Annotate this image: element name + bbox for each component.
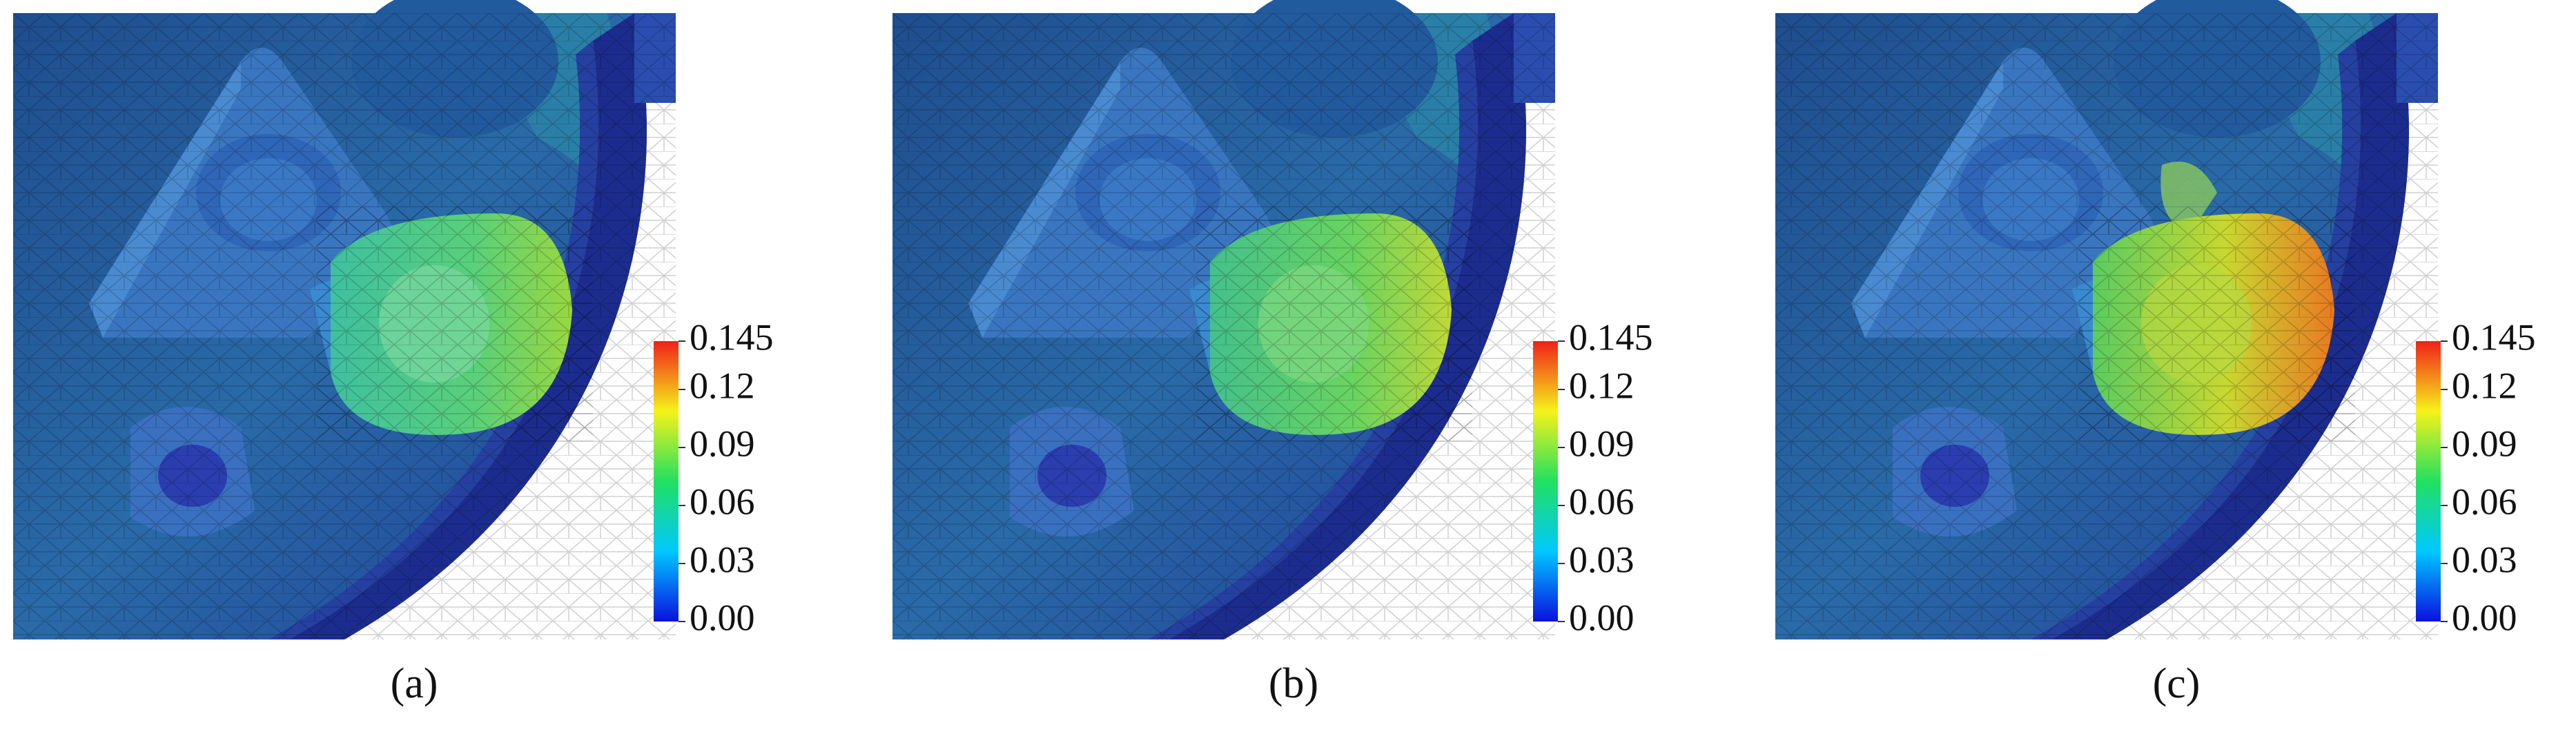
colorbar-tick-label: 0.03 xyxy=(2452,539,2517,580)
render-c xyxy=(1775,0,2438,639)
colorbar xyxy=(1533,341,1558,622)
colorbar-tick-label: 0.145 xyxy=(2452,316,2536,358)
colorbar-tick-label: 0.09 xyxy=(2452,423,2517,464)
colorbar-tick-label: 0.12 xyxy=(1569,365,1635,406)
colorbar-tick-label: 0.03 xyxy=(1569,539,1635,580)
render-b xyxy=(892,0,1555,639)
panel-caption: (b) xyxy=(1269,660,1318,707)
colorbar-tick-label: 0.12 xyxy=(2452,365,2517,406)
colorbar-tick-label: 0.06 xyxy=(690,481,755,522)
colorbar xyxy=(2416,341,2441,622)
colorbar-tick-label: 0.12 xyxy=(690,365,755,406)
colorbar-tick-label: 0.09 xyxy=(1569,423,1635,464)
colorbar-tick-label: 0.00 xyxy=(2452,597,2517,638)
colorbar-tick-label: 0.03 xyxy=(690,539,755,580)
colorbar xyxy=(654,341,679,622)
panel-caption: (c) xyxy=(2153,660,2201,707)
colorbar-tick-label: 0.145 xyxy=(690,316,774,358)
colorbar-tick-label: 0.06 xyxy=(2452,481,2517,522)
colorbar-tick-label: 0.06 xyxy=(1569,481,1635,522)
colorbar-tick-label: 0.145 xyxy=(1569,316,1653,358)
colorbar-tick-label: 0.00 xyxy=(1569,597,1635,638)
colorbar-tick-label: 0.09 xyxy=(690,423,755,464)
panel-caption: (a) xyxy=(391,660,438,707)
render-a xyxy=(13,0,676,639)
colorbar-tick-label: 0.00 xyxy=(690,597,755,638)
